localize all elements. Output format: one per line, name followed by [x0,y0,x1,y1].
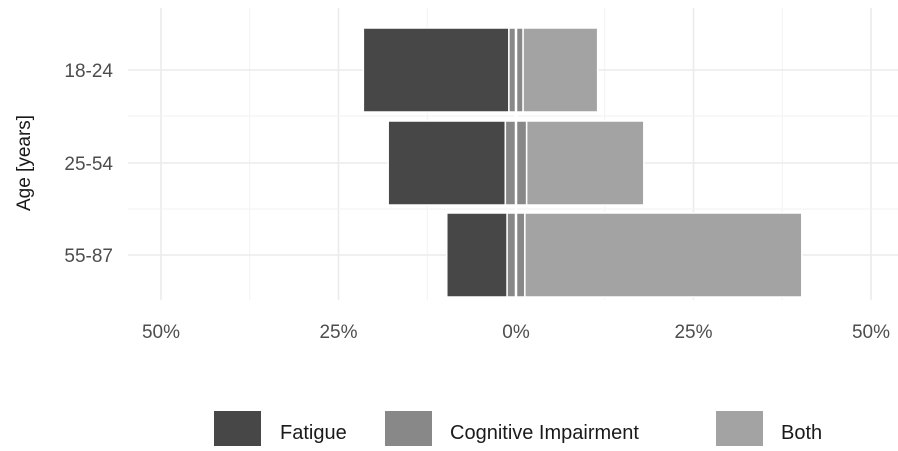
legend: Fatigue Cognitive Impairment Both [214,411,822,451]
y-tick-label: 25-54 [64,154,113,175]
x-tick-label: 25% [319,322,357,343]
bar-both-55-87 [524,212,803,298]
bar-cognitive-impairment-55-87 [515,212,526,298]
bar-fatigue-55-87 [446,212,508,298]
y-tick-label: 55-87 [64,246,113,267]
x-tick-label: 0% [502,322,530,343]
y-axis-title: Age [years] [14,115,35,211]
legend-label: Both [781,422,822,444]
x-axis-ticks: 50% 25% 0% 25% 50% [142,322,890,343]
legend-swatch [385,411,432,451]
legend-label: Cognitive Impairment [450,422,639,444]
bar-cognitive-impairment-55-87 [506,212,517,298]
legend-swatch [214,411,261,451]
bar-cognitive-impairment-25-54 [504,120,517,206]
x-tick-label: 50% [852,322,890,343]
bar-both-25-54 [525,120,645,206]
legend-swatch [716,411,763,451]
x-tick-label: 50% [142,322,180,343]
legend-label: Fatigue [280,422,347,444]
y-axis-ticks: 18-24 25-54 55-87 [64,61,113,267]
bar-fatigue-25-54 [387,120,507,206]
bar-fatigue-18-24 [362,27,510,113]
bars [362,8,803,300]
x-tick-label: 25% [674,322,712,343]
y-tick-label: 18-24 [64,61,113,82]
bar-both-18-24 [522,27,599,113]
bar-cognitive-impairment-25-54 [515,120,528,206]
